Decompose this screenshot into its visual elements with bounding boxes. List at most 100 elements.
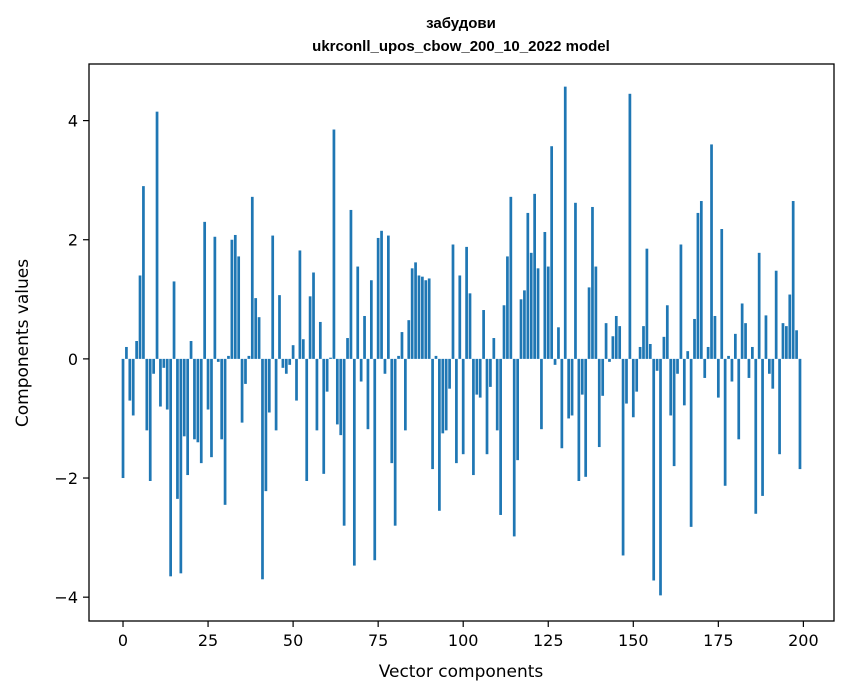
bar [325,358,329,392]
bar [778,358,781,455]
bar [761,358,764,496]
bar [720,229,724,359]
bar [380,230,383,359]
bar [625,358,628,404]
x-tick-label: 150 [618,631,649,650]
bar [393,358,397,526]
bar [628,93,632,359]
bar [267,358,271,413]
bar [682,358,686,406]
bar [315,358,319,431]
bar [182,358,186,437]
bar [563,86,567,359]
bar [281,358,285,368]
bar [475,358,479,395]
bar [652,358,656,581]
y-tick-label: −4 [54,588,78,607]
bar [186,358,190,476]
bar [601,358,605,396]
bar [274,358,278,431]
bar [193,358,196,440]
bar [295,358,298,401]
bar [689,358,693,527]
bar [390,358,394,464]
bar [397,355,400,359]
x-tick-label: 75 [368,631,388,650]
x-axis-ticks: 0 25 50 75 100 125 150 175 200 [118,621,819,650]
y-tick-label: 0 [68,350,78,369]
bar [373,358,377,561]
bar [254,298,258,359]
bar [301,339,305,359]
bar [788,294,792,359]
bar [645,248,649,359]
bar [335,358,339,425]
bar [608,358,611,362]
bar [131,358,135,416]
bar [594,266,598,359]
bar [264,358,268,492]
bar [757,252,761,359]
bar [284,358,288,374]
bar [771,358,775,389]
bar [128,358,132,401]
bar [339,358,343,436]
bar [676,358,679,374]
bar [199,358,203,464]
bar [387,235,390,359]
bar [672,358,676,467]
bar [737,358,741,440]
bar [366,358,370,430]
bar [618,326,622,359]
bar [152,358,155,374]
bar [461,358,465,455]
bar [710,144,713,359]
bar [312,272,315,359]
bar [244,358,247,384]
bar [733,333,737,359]
bars-group [121,86,802,596]
bar [352,358,356,566]
bar [546,266,550,359]
bar [574,202,577,359]
bar [165,358,169,410]
bar [659,358,662,596]
bar [502,305,506,359]
bar [703,358,707,378]
bar [468,293,472,359]
bar [768,358,771,374]
bar [125,346,128,359]
bar [614,315,618,359]
bar [308,296,312,359]
bar [288,358,292,365]
bar [176,358,179,499]
bar [495,358,499,431]
bar [148,358,152,481]
bar [404,358,407,431]
bar [669,358,673,416]
bar [754,358,758,514]
bar [662,336,666,359]
bar [533,193,536,359]
bar [298,250,302,359]
bar [407,320,411,359]
bar [203,221,207,359]
bar [591,206,594,359]
bar [278,295,281,359]
x-tick-label: 0 [118,631,128,650]
bar [169,358,172,577]
bar [485,358,489,455]
bar [206,358,210,410]
bar [774,270,778,359]
bar [577,358,581,481]
bar [587,287,591,359]
y-tick-label: −2 [54,469,78,488]
bar [723,358,727,486]
bar [363,315,366,359]
bar [179,358,183,574]
x-axis-label: Vector components [379,662,544,682]
bar [240,358,244,423]
bar [764,315,768,359]
bar [580,358,584,395]
